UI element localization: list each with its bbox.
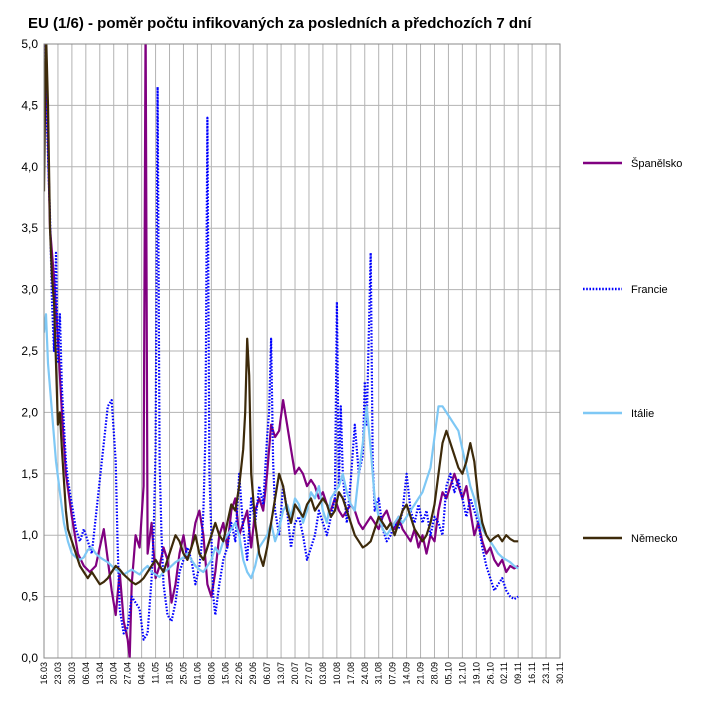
legend-label: Španělsko — [631, 157, 682, 170]
x-tick-label: 30.11 — [555, 662, 565, 684]
y-tick-label: 4,0 — [21, 160, 38, 174]
x-tick-label: 29.06 — [248, 662, 258, 685]
y-tick-label: 5,0 — [21, 37, 38, 51]
y-tick-label: 2,0 — [21, 405, 38, 419]
gridlines — [43, 43, 561, 659]
legend: Španělsko Francie Itálie Německo — [583, 157, 682, 545]
x-tick-label: 13.07 — [276, 662, 286, 685]
y-tick-label: 1,0 — [21, 528, 38, 542]
x-tick-label: 27.04 — [123, 662, 133, 685]
x-tick-label: 16.11 — [527, 662, 537, 684]
y-tick-label: 1,5 — [21, 467, 38, 481]
x-tick-label: 09.11 — [513, 662, 523, 684]
series-line-4 — [44, 44, 519, 586]
x-tick-label: 12.10 — [457, 662, 467, 685]
x-tick-label: 03.08 — [318, 662, 328, 685]
x-tick-label: 10.08 — [332, 662, 342, 685]
x-tick-label: 21.09 — [416, 662, 426, 685]
x-tick-label: 28.09 — [429, 662, 439, 685]
x-tick-label: 05.10 — [443, 662, 453, 685]
x-tick-label: 23.11 — [541, 662, 551, 684]
series-lines — [44, 44, 519, 658]
x-tick-label: 23.03 — [53, 662, 63, 685]
y-tick-label: 2,5 — [21, 344, 38, 358]
y-tick-label: 3,0 — [21, 283, 38, 297]
chart-title: EU (1/6) - poměr počtu infikovaných za p… — [28, 15, 532, 32]
plot-frame — [43, 43, 561, 659]
x-tick-label: 06.04 — [81, 662, 91, 685]
x-tick-label: 31.08 — [374, 662, 384, 685]
x-tick-label: 15.06 — [220, 662, 230, 685]
x-tick-label: 24.08 — [360, 662, 370, 685]
x-tick-label: 17.08 — [346, 662, 356, 685]
x-tick-label: 08.06 — [206, 662, 216, 685]
y-tick-label: 4,5 — [21, 98, 38, 112]
x-tick-label: 30.03 — [67, 662, 77, 685]
x-tick-label: 01.06 — [192, 662, 202, 685]
legend-label: Německo — [631, 533, 677, 545]
x-tick-label: 02.11 — [499, 662, 509, 684]
x-tick-label: 13.04 — [95, 662, 105, 685]
y-tick-label: 0,5 — [21, 590, 38, 604]
x-tick-label: 25.05 — [178, 662, 188, 685]
x-tick-label: 07.09 — [388, 662, 398, 685]
x-tick-label: 06.07 — [262, 662, 272, 685]
series-line-3 — [44, 313, 519, 580]
x-tick-label: 20.04 — [109, 662, 119, 685]
legend-label: Itálie — [631, 408, 654, 420]
series-line-2 — [44, 44, 519, 641]
x-tick-label: 20.07 — [290, 662, 300, 685]
y-tick-label: 0,0 — [21, 651, 38, 665]
x-tick-label: 22.06 — [234, 662, 244, 685]
y-axis-ticks: 0,0 0,5 1,0 1,5 2,0 2,5 3,0 3,5 4,0 4,5 5,0 — [21, 37, 38, 665]
x-tick-label: 19.10 — [471, 662, 481, 685]
x-tick-label: 04.05 — [137, 662, 147, 685]
x-tick-label: 11.05 — [151, 662, 161, 684]
x-tick-label: 14.09 — [402, 662, 412, 685]
x-tick-label: 27.07 — [304, 662, 314, 685]
x-axis-ticks: 16.03 23.03 30.03 06.04 13.04 20.04 27.04 04.05… — [39, 662, 565, 685]
y-tick-label: 3,5 — [21, 221, 38, 235]
x-tick-label: 18.05 — [165, 662, 175, 685]
x-tick-label: 26.10 — [485, 662, 495, 685]
legend-label: Francie — [631, 284, 668, 296]
x-tick-label: 16.03 — [39, 662, 49, 685]
